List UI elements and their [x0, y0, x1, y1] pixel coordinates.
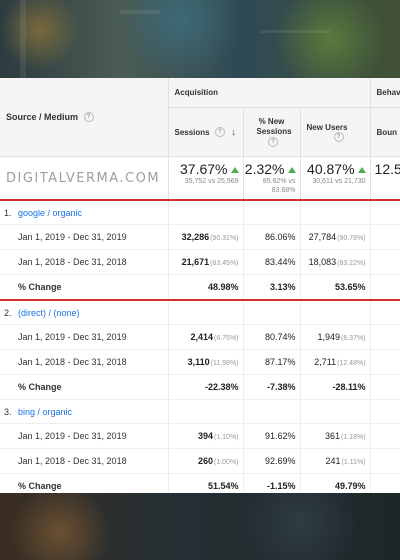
up-triangle-icon [357, 167, 366, 174]
sort-down-arrow-icon[interactable]: ↓ [231, 126, 237, 138]
sessions-total: 37.67% 35,752 vs 25,969 [167, 156, 243, 201]
source-medium-header[interactable]: Source / Medium ? [0, 78, 168, 157]
change-row: % Change -22.38% -7.38% -28.11% [0, 374, 400, 400]
sessions-column-header[interactable]: Sessions ? ↓ [167, 107, 243, 157]
background-photo-bottom [0, 493, 400, 560]
help-icon[interactable]: ? [333, 131, 344, 142]
bounce-total: 12.5 [369, 156, 400, 201]
source-link[interactable]: bing / organic [18, 406, 73, 417]
brand-watermark: DIGITALVERMA.COM [0, 156, 168, 201]
table-row: Jan 1, 2019 - Dec 31, 2019 2,414(6.75%) … [0, 324, 400, 350]
analytics-report-table: Source / Medium ? Acquisition Behavi Ses… [0, 78, 400, 493]
behavior-group-header: Behavi [369, 78, 400, 108]
change-row: % Change 48.98% 3.13% 53.65% [0, 274, 400, 301]
source-link[interactable]: (direct) / (none) [18, 307, 80, 318]
acquisition-group-header: Acquisition [167, 78, 371, 108]
new-users-total: 40.87% 30,611 vs 21,730 [299, 156, 371, 201]
help-icon[interactable]: ? [83, 112, 94, 123]
table-row: Jan 1, 2018 - Dec 31, 2018 21,671(83.45%… [0, 249, 400, 275]
up-triangle-icon [287, 167, 296, 174]
change-row: % Change 51.54% -1.15% 49.79% [0, 473, 400, 493]
background-photo-top [0, 0, 400, 78]
new-sessions-column-header[interactable]: % New Sessions ? [242, 107, 300, 157]
table-row: Jan 1, 2019 - Dec 31, 2019 394(1.10%) 91… [0, 423, 400, 449]
source-link[interactable]: google / organic [18, 207, 83, 218]
new-users-column-header[interactable]: New Users ? [299, 107, 371, 157]
up-triangle-icon [230, 167, 239, 174]
new-sessions-total: 2.32% 85.62% vs 83.68% [242, 156, 300, 201]
bounce-column-header[interactable]: Boun [369, 107, 400, 157]
help-icon[interactable]: ? [214, 127, 225, 138]
table-row: Jan 1, 2019 - Dec 31, 2019 32,286(90.31%… [0, 224, 400, 250]
table-row: Jan 1, 2018 - Dec 31, 2018 3,110(11.98%)… [0, 349, 400, 375]
group-row: 1. google / organic [0, 200, 400, 225]
group-row: 3. bing / organic [0, 399, 400, 424]
group-row: 2. (direct) / (none) [0, 300, 400, 325]
help-icon[interactable]: ? [268, 137, 278, 147]
table-row: Jan 1, 2018 - Dec 31, 2018 260(1.00%) 92… [0, 448, 400, 474]
